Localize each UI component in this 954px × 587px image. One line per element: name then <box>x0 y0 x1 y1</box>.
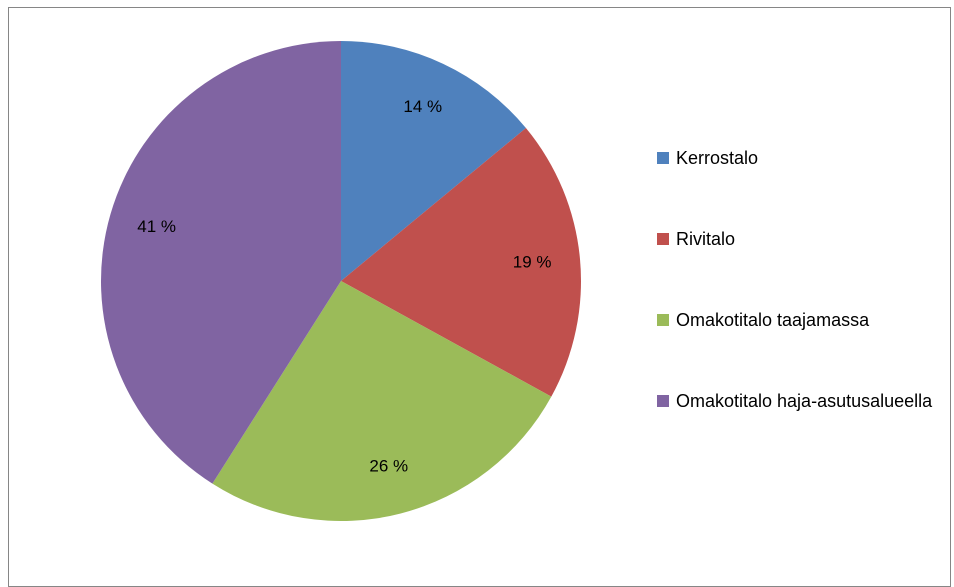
legend-label: Omakotitalo haja-asutusalueella <box>676 391 933 411</box>
legend-label: Kerrostalo <box>676 148 759 168</box>
data-label: 26 % <box>369 456 408 475</box>
data-label: 14 % <box>403 97 442 116</box>
legend-item: Omakotitalo haja-asutusalueella <box>657 389 942 413</box>
legend-item: Rivitalo <box>657 227 942 251</box>
pie-slice <box>341 41 526 281</box>
data-label: 41 % <box>137 217 176 236</box>
pie-slice <box>101 41 341 484</box>
legend-swatch <box>657 152 669 164</box>
data-label: 19 % <box>513 252 552 271</box>
legend-swatch <box>657 314 669 326</box>
legend-label: Rivitalo <box>676 229 736 249</box>
legend-swatch <box>657 395 669 407</box>
pie-slice <box>212 281 552 521</box>
legend-item: Omakotitalo taajamassa <box>657 308 942 332</box>
legend-label: Omakotitalo taajamassa <box>676 310 870 330</box>
legend-item: Kerrostalo <box>657 146 942 170</box>
pie-slice <box>341 128 582 397</box>
legend-swatch <box>657 233 669 245</box>
